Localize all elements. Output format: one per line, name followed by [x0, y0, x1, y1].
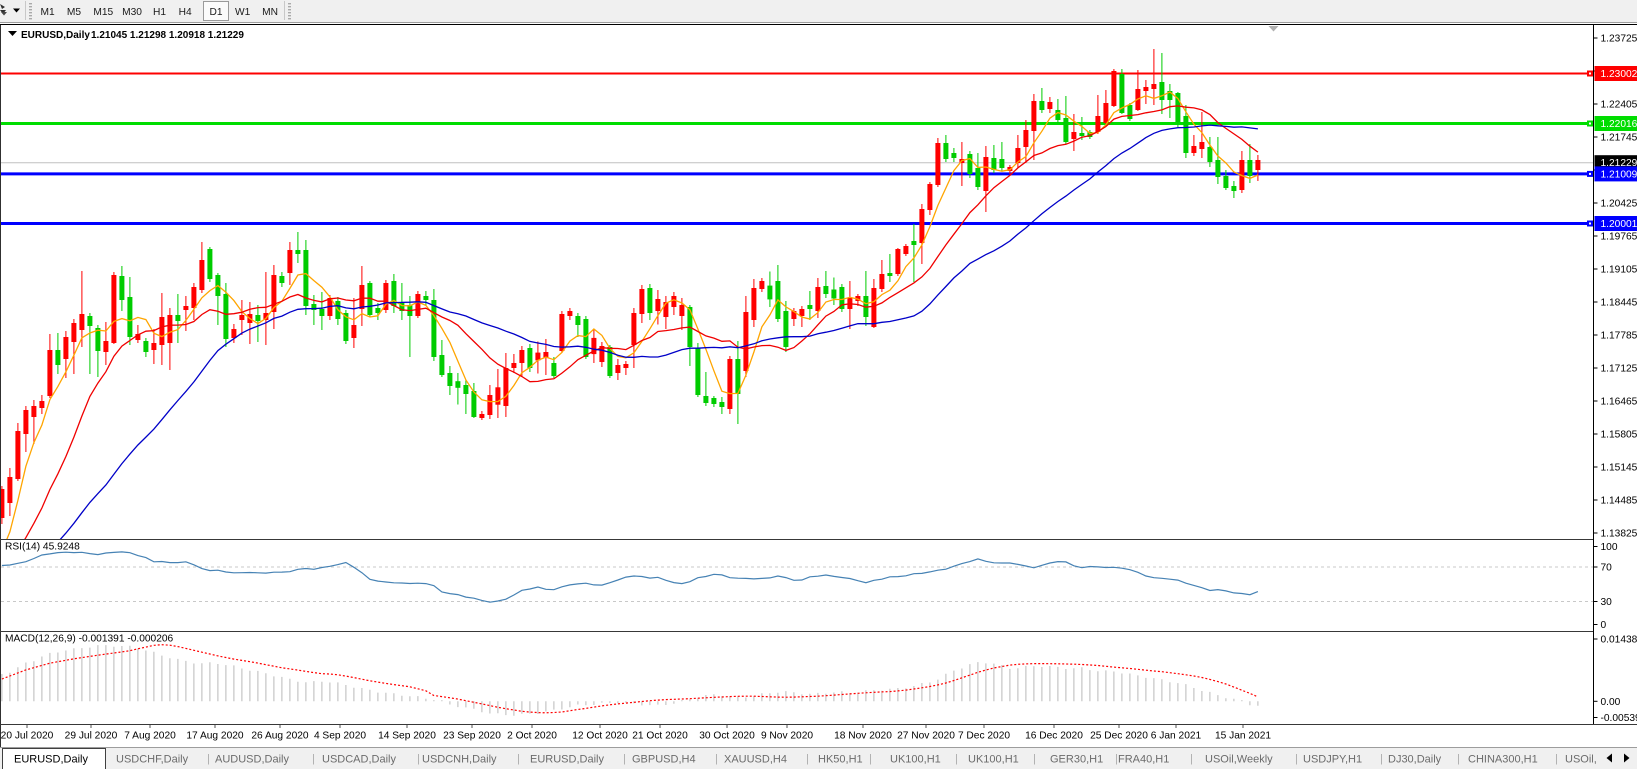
- svg-text:|: |: [623, 753, 626, 765]
- svg-text:1.13825: 1.13825: [1601, 529, 1637, 540]
- svg-text:17 Aug 2020: 17 Aug 2020: [186, 731, 244, 742]
- svg-text:M5: M5: [67, 7, 81, 18]
- svg-text:|: |: [955, 753, 958, 765]
- svg-text:20 Jul 2020: 20 Jul 2020: [1, 731, 54, 742]
- svg-text:30 Oct 2020: 30 Oct 2020: [699, 731, 755, 742]
- svg-text:|: |: [806, 753, 809, 765]
- svg-text:|: |: [1555, 753, 1558, 765]
- svg-text:14 Sep 2020: 14 Sep 2020: [378, 731, 436, 742]
- svg-text:15 Jan 2021: 15 Jan 2021: [1215, 731, 1271, 742]
- svg-text:GBPUSD,H4: GBPUSD,H4: [632, 754, 696, 766]
- svg-text:100: 100: [1601, 542, 1618, 553]
- svg-text:USDCHF,Daily: USDCHF,Daily: [116, 754, 189, 766]
- svg-text:23 Sep 2020: 23 Sep 2020: [443, 731, 501, 742]
- svg-text:USDCNH,Daily: USDCNH,Daily: [422, 754, 497, 766]
- svg-text:|: |: [1115, 753, 1118, 765]
- svg-text:1.21045 1.21298 1.20918 1.2122: 1.21045 1.21298 1.20918 1.21229: [91, 30, 244, 41]
- svg-text:|: |: [207, 753, 210, 765]
- svg-text:|: |: [417, 753, 420, 765]
- svg-text:70: 70: [1601, 563, 1613, 574]
- svg-text:HK50,H1: HK50,H1: [818, 754, 863, 766]
- svg-text:USOil,Weekly: USOil,Weekly: [1205, 754, 1273, 766]
- svg-text:1.18445: 1.18445: [1601, 298, 1637, 309]
- svg-text:29 Jul 2020: 29 Jul 2020: [65, 731, 118, 742]
- svg-text:1.19765: 1.19765: [1601, 232, 1637, 243]
- svg-text:USDCAD,Daily: USDCAD,Daily: [322, 754, 396, 766]
- svg-text:4 Sep 2020: 4 Sep 2020: [314, 731, 366, 742]
- svg-text:9 Nov 2020: 9 Nov 2020: [761, 731, 813, 742]
- svg-text:1.20001: 1.20001: [1601, 219, 1637, 230]
- svg-text:1.22016: 1.22016: [1601, 119, 1637, 130]
- svg-text:H1: H1: [153, 7, 166, 18]
- svg-text:7 Aug 2020: 7 Aug 2020: [124, 731, 176, 742]
- svg-text:25 Dec 2020: 25 Dec 2020: [1090, 731, 1148, 742]
- svg-text:21 Oct 2020: 21 Oct 2020: [632, 731, 688, 742]
- svg-text:|: |: [1033, 753, 1036, 765]
- svg-text:30: 30: [1601, 597, 1613, 608]
- svg-text:1.23002: 1.23002: [1601, 69, 1637, 80]
- svg-text:1.15145: 1.15145: [1601, 463, 1637, 474]
- svg-text:AUDUSD,Daily: AUDUSD,Daily: [215, 754, 289, 766]
- svg-text:18 Nov 2020: 18 Nov 2020: [834, 731, 892, 742]
- svg-text:EURUSD,Daily: EURUSD,Daily: [14, 754, 88, 766]
- svg-text:12 Oct 2020: 12 Oct 2020: [572, 731, 628, 742]
- svg-text:1.17125: 1.17125: [1601, 364, 1637, 375]
- svg-text:USDJPY,H1: USDJPY,H1: [1303, 754, 1362, 766]
- svg-text:EURUSD,Daily: EURUSD,Daily: [530, 754, 604, 766]
- svg-text:|: |: [1190, 753, 1193, 765]
- svg-text:1.15805: 1.15805: [1601, 430, 1637, 441]
- svg-text:M30: M30: [122, 7, 142, 18]
- svg-text:1.23725: 1.23725: [1601, 34, 1637, 45]
- svg-text:1.21009: 1.21009: [1601, 169, 1637, 180]
- svg-text:W1: W1: [235, 7, 251, 18]
- svg-text:6 Jan 2021: 6 Jan 2021: [1151, 731, 1202, 742]
- svg-text:|: |: [869, 753, 872, 765]
- svg-text:0.00: 0.00: [1601, 697, 1621, 708]
- svg-text:GER30,H1: GER30,H1: [1050, 754, 1103, 766]
- svg-text:|: |: [517, 753, 520, 765]
- svg-text:|: |: [715, 753, 718, 765]
- svg-text:XAUUSD,H4: XAUUSD,H4: [724, 754, 787, 766]
- svg-text:MN: MN: [262, 7, 278, 18]
- svg-text:1.14485: 1.14485: [1601, 496, 1637, 507]
- svg-text:|: |: [1457, 753, 1460, 765]
- svg-text:1.20425: 1.20425: [1601, 199, 1637, 210]
- svg-text:2 Oct 2020: 2 Oct 2020: [507, 731, 557, 742]
- svg-text:1.21229: 1.21229: [1601, 158, 1637, 169]
- svg-text:0: 0: [1601, 620, 1607, 631]
- svg-text:|: |: [312, 753, 315, 765]
- svg-text:16 Dec 2020: 16 Dec 2020: [1025, 731, 1083, 742]
- svg-text:M1: M1: [41, 7, 55, 18]
- svg-text:UK100,H1: UK100,H1: [890, 754, 941, 766]
- svg-text:H4: H4: [179, 7, 192, 18]
- svg-text:USOil,: USOil,: [1565, 754, 1597, 766]
- svg-text:0.014384: 0.014384: [1601, 635, 1637, 646]
- svg-text:DJ30,Daily: DJ30,Daily: [1388, 754, 1442, 766]
- svg-text:EURUSD,Daily: EURUSD,Daily: [21, 30, 90, 41]
- svg-text:|: |: [1380, 753, 1383, 765]
- svg-text:MACD(12,26,9) -0.001391 -0.000: MACD(12,26,9) -0.001391 -0.000206: [5, 634, 174, 645]
- svg-text:UK100,H1: UK100,H1: [968, 754, 1019, 766]
- svg-text:27 Nov 2020: 27 Nov 2020: [897, 731, 955, 742]
- svg-text:CHINA300,H1: CHINA300,H1: [1468, 754, 1538, 766]
- svg-text:1.16465: 1.16465: [1601, 397, 1637, 408]
- svg-text:FRA40,H1: FRA40,H1: [1118, 754, 1169, 766]
- svg-text:1.22405: 1.22405: [1601, 100, 1637, 111]
- svg-text:|: |: [1295, 753, 1298, 765]
- svg-text:M15: M15: [93, 7, 113, 18]
- svg-text:-0.005396: -0.005396: [1601, 713, 1637, 724]
- svg-text:26 Aug 2020: 26 Aug 2020: [251, 731, 309, 742]
- svg-text:1.21745: 1.21745: [1601, 133, 1637, 144]
- svg-text:D1: D1: [209, 7, 222, 18]
- svg-text:RSI(14) 45.9248: RSI(14) 45.9248: [5, 542, 80, 553]
- svg-text:1.19105: 1.19105: [1601, 265, 1637, 276]
- svg-text:1.17785: 1.17785: [1601, 331, 1637, 342]
- svg-text:7 Dec 2020: 7 Dec 2020: [958, 731, 1010, 742]
